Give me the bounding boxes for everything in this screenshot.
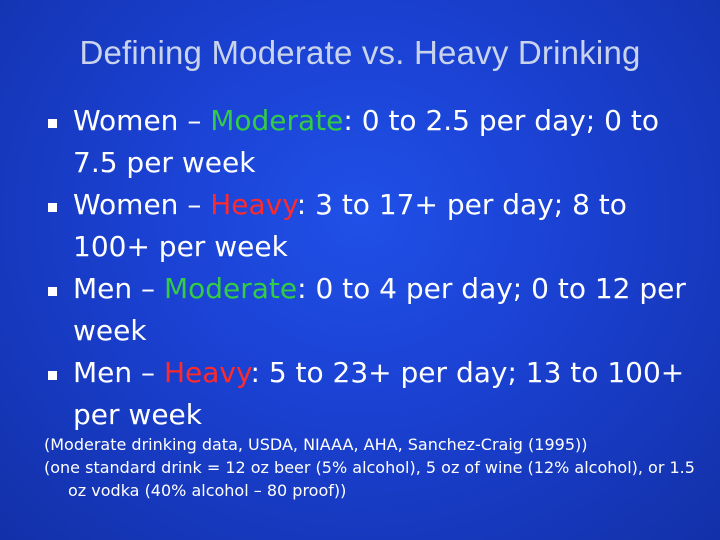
slide-title: Defining Moderate vs. Heavy Drinking (79, 34, 641, 71)
bullet-term-moderate: Moderate (210, 104, 344, 137)
footnote-sources: (Moderate drinking data, USDA, NIAAA, AH… (44, 435, 588, 454)
bullet-men-moderate: Men – Moderate: 0 to 4 per day; 0 to 12 … (48, 268, 698, 352)
square-bullet-icon (48, 119, 57, 128)
bullet-rest: : 3 to 17+ per day; 8 to 100+ per week (73, 188, 627, 263)
bullet-term-heavy: Heavy (163, 356, 251, 389)
bullet-rest: : 0 to 4 per day; 0 to 12 per week (73, 272, 686, 347)
bullet-rest: : 5 to 23+ per day; 13 to 100+ per week (73, 356, 685, 431)
bullet-women-moderate: Women – Moderate: 0 to 2.5 per day; 0 to… (48, 100, 698, 184)
footnotes: (Moderate drinking data, USDA, NIAAA, AH… (44, 433, 704, 502)
square-bullet-icon (48, 287, 57, 296)
bullet-men-heavy: Men – Heavy: 5 to 23+ per day; 13 to 100… (48, 352, 698, 436)
bullet-prefix: Women – (73, 104, 211, 137)
bullet-list: Women – Moderate: 0 to 2.5 per day; 0 to… (48, 100, 698, 436)
square-bullet-icon (48, 203, 57, 212)
bullet-women-heavy: Women – Heavy: 3 to 17+ per day; 8 to 10… (48, 184, 698, 268)
bullet-term-moderate: Moderate (163, 272, 298, 305)
footnote-standard-drink: (one standard drink = 12 oz beer (5% alc… (44, 458, 695, 500)
bullet-prefix: Men – (73, 356, 164, 389)
bullet-prefix: Women – (73, 188, 211, 221)
bullet-rest: : 0 to 2.5 per day; 0 to 7.5 per week (73, 104, 659, 179)
bullet-prefix: Men – (73, 272, 164, 305)
square-bullet-icon (48, 371, 57, 380)
bullet-term-heavy: Heavy (210, 188, 297, 221)
